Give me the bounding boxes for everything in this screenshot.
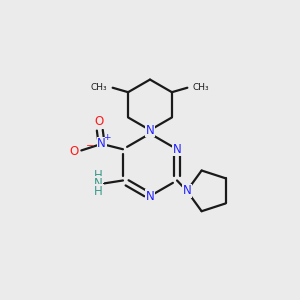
Text: N: N <box>146 124 154 136</box>
Text: N: N <box>173 143 182 156</box>
Text: N: N <box>182 184 191 197</box>
Text: CH₃: CH₃ <box>91 82 107 91</box>
Text: H: H <box>94 169 103 182</box>
Text: O: O <box>70 145 79 158</box>
Text: N: N <box>146 190 154 202</box>
Text: H: H <box>94 185 103 198</box>
Text: N: N <box>97 137 106 150</box>
Text: −: − <box>86 141 94 151</box>
Text: N: N <box>94 177 102 190</box>
Text: O: O <box>94 116 104 128</box>
Text: CH₃: CH₃ <box>193 82 209 91</box>
Text: +: + <box>103 133 111 142</box>
